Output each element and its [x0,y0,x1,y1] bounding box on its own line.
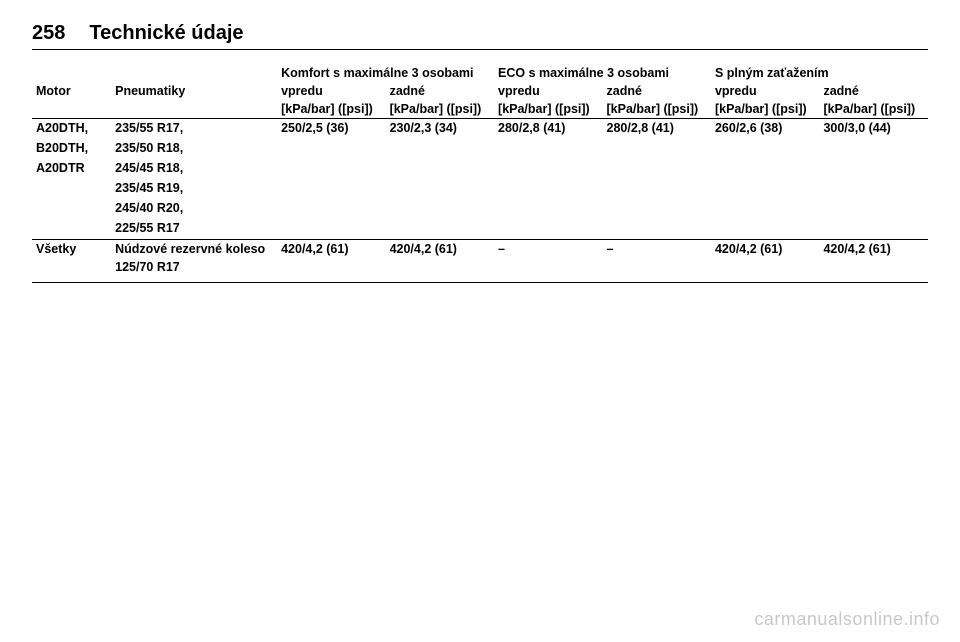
tire-cell: 245/40 R20, [111,199,277,219]
table-row: B20DTH, 235/50 R18, [32,139,928,159]
tire-cell: Núdzové rezervné koleso [111,240,277,259]
section-title: Technické údaje [89,22,243,45]
page-header: 258 Technické údaje [32,22,928,50]
motor-cell: B20DTH, [32,139,111,159]
watermark: carmanualsonline.info [754,609,940,630]
motor-cell: A20DTR [32,159,111,179]
tire-cell: 235/50 R18, [111,139,277,159]
unit-label: [kPa/bar] ([psi]) [386,100,494,118]
table-row: 235/45 R19, [32,179,928,199]
col-full-rear: zadné [819,82,928,100]
table-row: A20DTR 245/45 R18, [32,159,928,179]
value-cell: 280/2,8 (41) [603,119,711,140]
unit-label: [kPa/bar] ([psi]) [819,100,928,118]
value-cell: – [603,240,711,259]
bottom-divider [32,282,928,283]
table-row: 125/70 R17 [32,258,928,282]
unit-label: [kPa/bar] ([psi]) [277,100,385,118]
value-cell: 420/4,2 (61) [711,240,819,259]
value-cell: 300/3,0 (44) [819,119,928,140]
value-cell: 420/4,2 (61) [277,240,385,259]
table-row: 245/40 R20, [32,199,928,219]
unit-row: [kPa/bar] ([psi]) [kPa/bar] ([psi]) [kPa… [32,100,928,118]
col-group-comfort: Komfort s maximálne 3 osobami [277,64,494,82]
value-cell: 420/4,2 (61) [386,240,494,259]
table-row: 225/55 R17 [32,219,928,239]
motor-cell: Všetky [32,240,111,259]
col-comfort-front: vpredu [277,82,385,100]
col-full-front: vpredu [711,82,819,100]
value-cell: 250/2,5 (36) [277,119,385,140]
tire-cell: 235/45 R19, [111,179,277,199]
unit-label: [kPa/bar] ([psi]) [603,100,711,118]
tire-cell: 225/55 R17 [111,219,277,239]
page-number: 258 [32,22,65,45]
value-cell: – [494,240,602,259]
group-header-row: Komfort s maximálne 3 osobami ECO s maxi… [32,64,928,82]
value-cell: 260/2,6 (38) [711,119,819,140]
unit-label: [kPa/bar] ([psi]) [494,100,602,118]
col-comfort-rear: zadné [386,82,494,100]
tire-cell: 235/55 R17, [111,119,277,140]
col-group-eco: ECO s maximálne 3 osobami [494,64,711,82]
table-row: A20DTH, 235/55 R17, 250/2,5 (36) 230/2,3… [32,119,928,140]
motor-cell: A20DTH, [32,119,111,140]
value-cell: 420/4,2 (61) [819,240,928,259]
tire-cell: 125/70 R17 [111,258,277,282]
col-eco-front: vpredu [494,82,602,100]
tire-pressure-table: Komfort s maximálne 3 osobami ECO s maxi… [32,64,928,283]
tire-cell: 245/45 R18, [111,159,277,179]
value-cell: 280/2,8 (41) [494,119,602,140]
col-group-full: S plným zaťažením [711,64,928,82]
sub-header-row: Motor Pneumatiky vpredu zadné vpredu zad… [32,82,928,100]
col-tires: Pneumatiky [111,82,277,100]
unit-label: [kPa/bar] ([psi]) [711,100,819,118]
value-cell: 230/2,3 (34) [386,119,494,140]
table-row: Všetky Núdzové rezervné koleso 420/4,2 (… [32,240,928,259]
col-motor: Motor [32,82,111,100]
col-eco-rear: zadné [603,82,711,100]
